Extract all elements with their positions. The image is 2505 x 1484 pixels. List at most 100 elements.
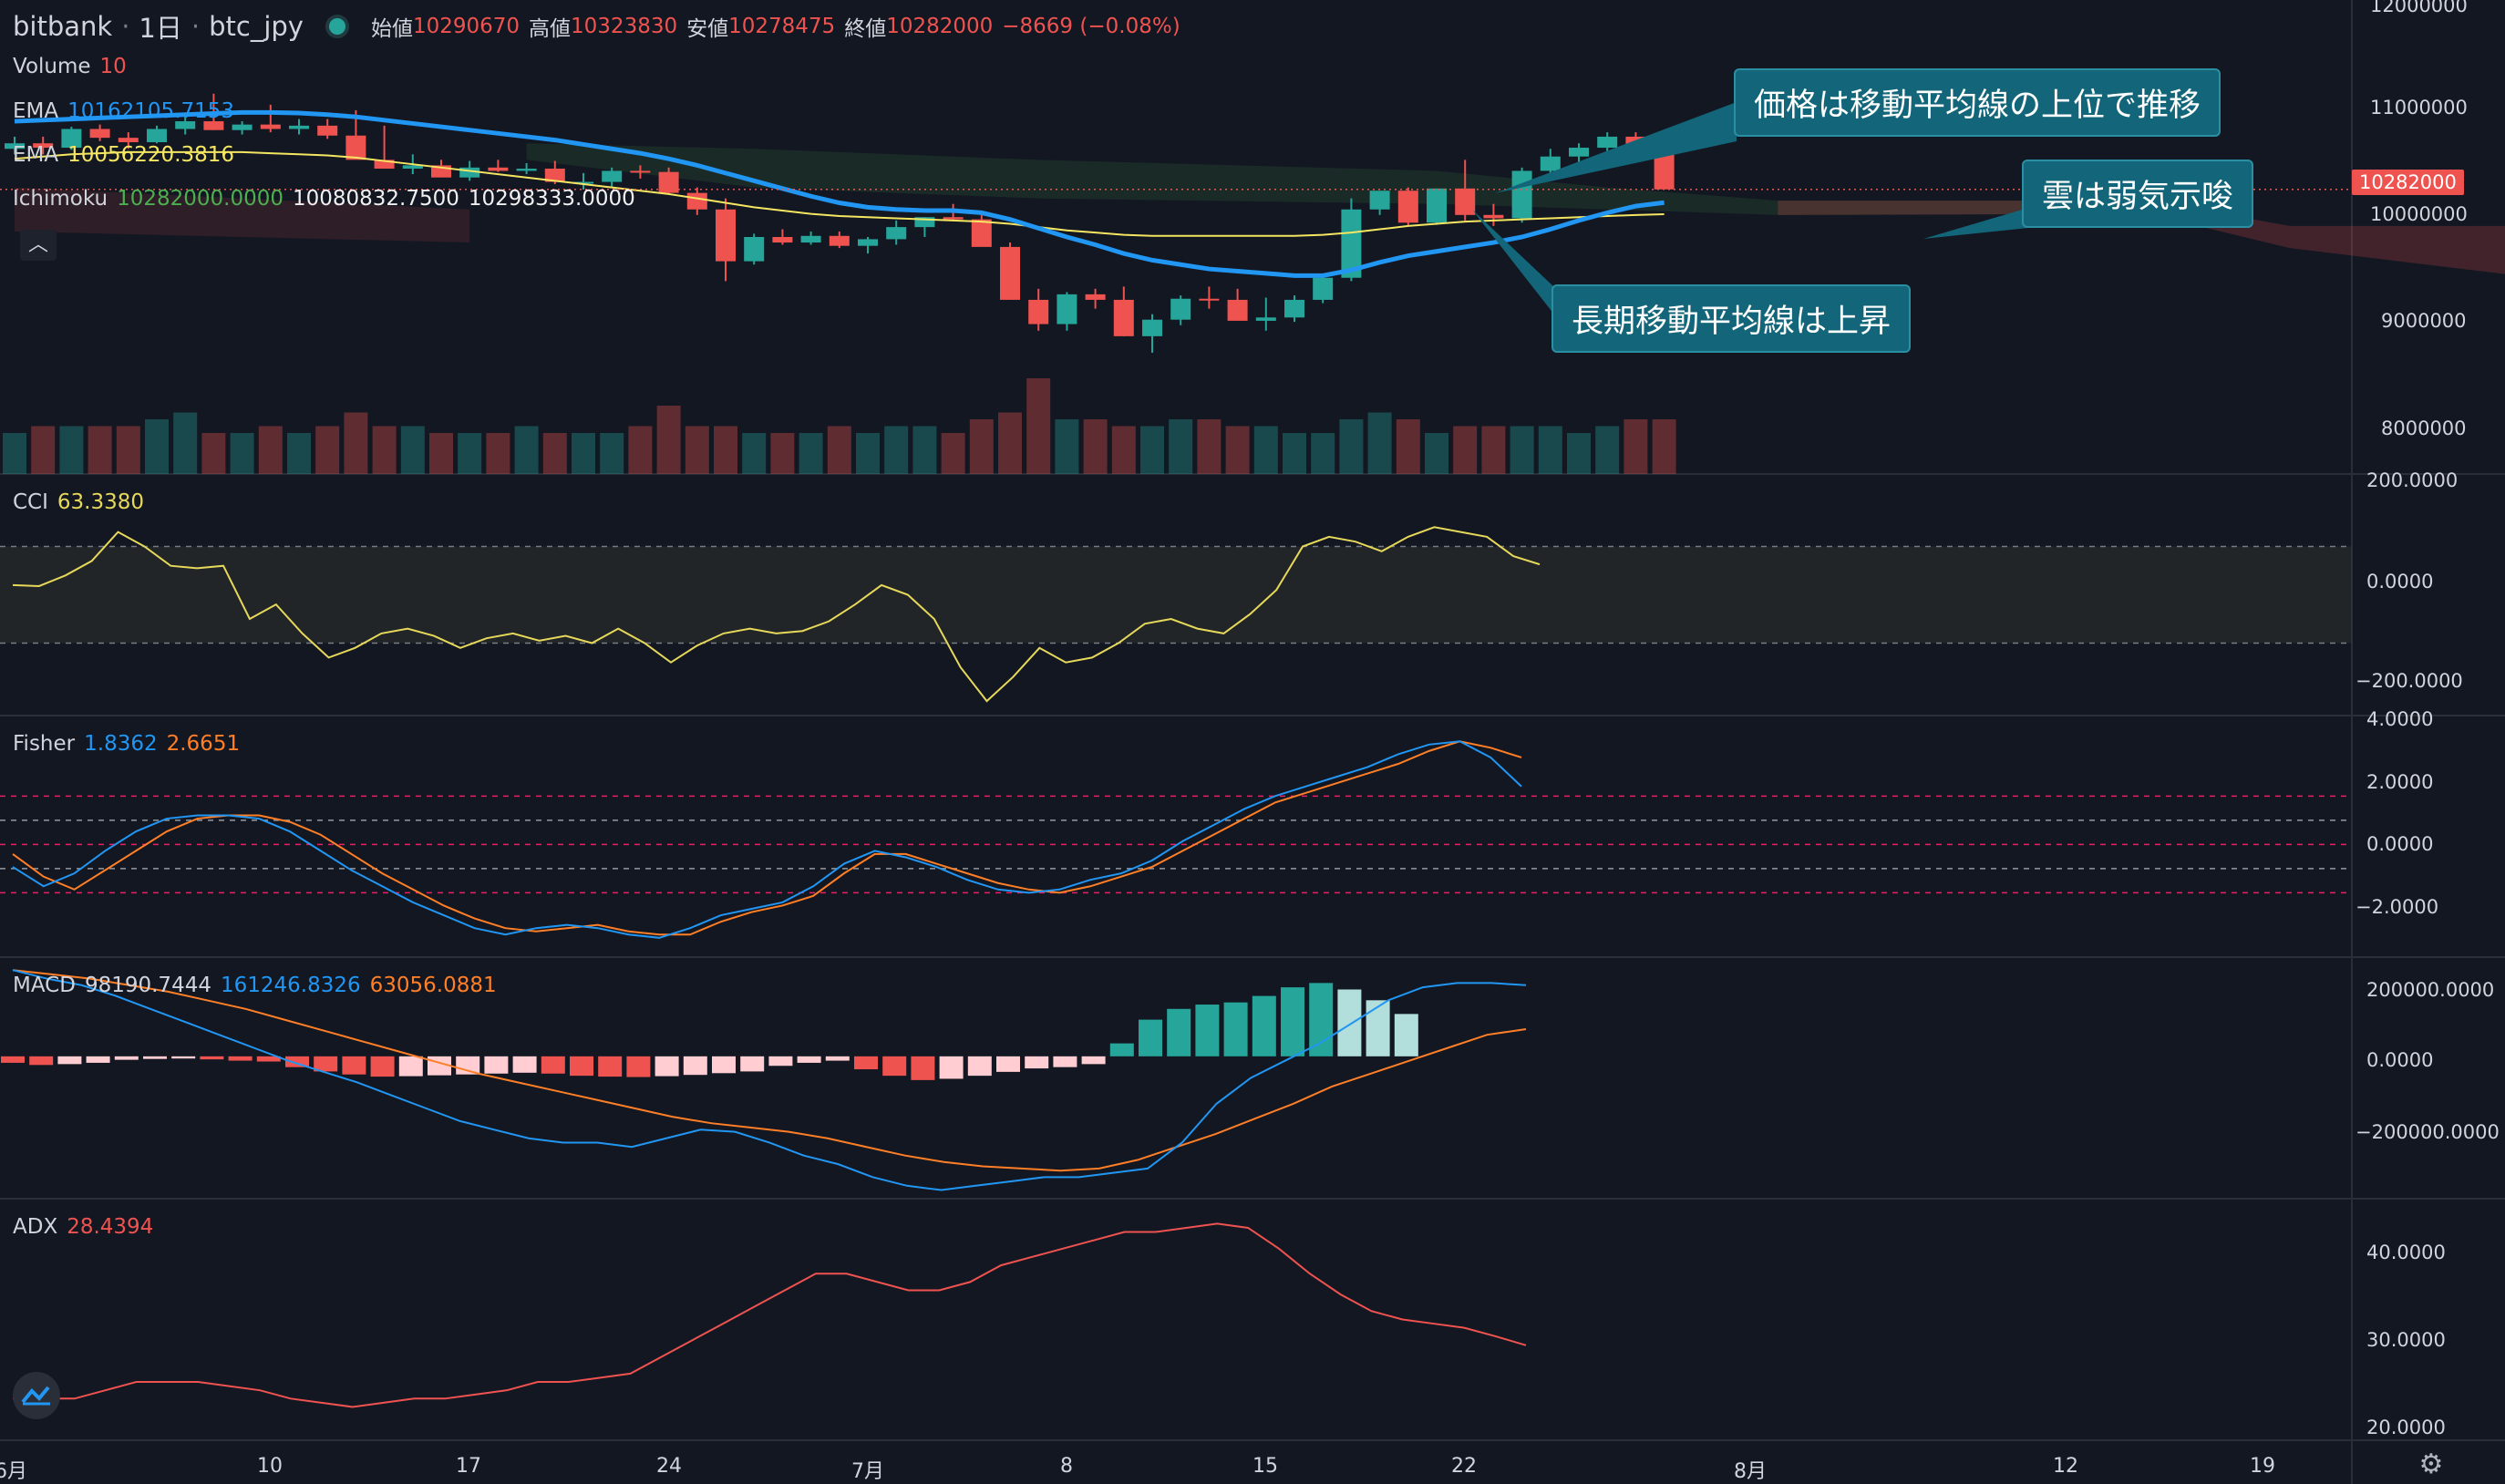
volume-bar [1140,426,1164,474]
adx-value: 28.4394 [67,1215,154,1239]
volume-bar [1396,419,1420,474]
time-axis-label: 6月 [0,1460,27,1483]
time-axis-label: 17 [456,1455,481,1478]
callout-cloud-weak: 雲は弱気示唆 [2022,160,2254,228]
ema-slow-legend[interactable]: EMA 10056220.3816 [13,143,234,167]
volume-bar [88,426,112,474]
low-label: 安値 [686,17,729,41]
macd-axis-label: −200000.0000 [2356,1121,2500,1143]
ichimoku-value-2: 10080832.7500 [292,187,459,211]
candle-body [61,129,82,149]
gear-icon[interactable]: ⚙ [2418,1448,2444,1480]
volume-bar [31,426,56,474]
candle-body [459,167,480,178]
macd-histogram-bar [854,1056,878,1070]
macd-axis-label: 200000.0000 [2366,979,2495,1001]
volume-bar [912,426,937,474]
candle-body [488,167,509,171]
time-axis-label: 24 [656,1455,682,1478]
change-value: −8669 (−0.08%) [1002,15,1180,38]
volume-legend[interactable]: Volume 10 [13,55,127,78]
time-axis-label: 8月 [1734,1460,1767,1483]
volume-bar [770,433,795,474]
candle-body [1227,299,1248,321]
volume-bar [1510,426,1534,474]
candle-body [971,219,992,247]
candle-body [1085,294,1106,300]
macd-histogram-bar [143,1056,167,1059]
candle-body [1000,246,1020,300]
macd-histogram-bar [314,1056,338,1072]
macd-histogram-bar [1195,1005,1220,1056]
volume-bar [486,433,510,474]
macd-histogram-bar [626,1056,651,1077]
volume-bar [1283,433,1306,474]
candle-body [1170,298,1191,320]
symbol-label[interactable]: btc_jpy [209,11,304,42]
macd-histogram-bar [1394,1014,1418,1056]
separator: · [191,11,201,42]
cci-legend[interactable]: CCI 63.3380 [13,490,144,514]
time-axis-label: 12 [2053,1455,2078,1478]
volume-bar [258,426,283,474]
candle-body [1284,299,1304,318]
volume-bar [400,426,425,474]
macd-name: MACD [13,974,76,997]
symbol-legend: bitbank · 1日 · btc_jpy 始値 10290670 高値 10… [13,7,1180,46]
low-value: 10278475 [728,15,836,38]
ema-fast-value: 10162105.7153 [67,99,235,123]
candle-body [89,129,110,139]
fisher-name: Fisher [13,732,76,756]
price-axis-label: 9000000 [2381,310,2467,332]
interval-label[interactable]: 1日 [139,13,182,44]
macd-histogram-bar [456,1056,480,1075]
ichimoku-cloud-bear [1778,201,2505,274]
fisher-line [12,740,1522,939]
volume-name: Volume [13,55,91,78]
ichimoku-legend[interactable]: Ichimoku 10282000.0000 10080832.7500 102… [13,187,635,211]
candle-body [1028,299,1049,325]
macd-histogram-bar [171,1056,196,1059]
adx-legend[interactable]: ADX 28.4394 [13,1215,153,1239]
volume-bar [1311,433,1335,474]
candle-body [289,125,309,129]
callout-pointer [1923,208,2028,239]
volume-bar [998,412,1022,474]
chevron-up-icon[interactable]: ︿ [20,230,57,261]
fisher-axis-label: 2.0000 [2366,771,2434,793]
macd-histogram-bar [256,1056,281,1062]
cci-axis-label: 200.0000 [2366,469,2459,491]
volume-value: 10 [99,55,127,78]
candle-body [1057,294,1077,325]
candle-body [573,181,593,184]
volume-bar [201,433,226,474]
macd-histogram-bar [1337,989,1362,1056]
volume-bar [3,433,26,474]
volume-bar [1595,426,1620,474]
candle-body [1455,188,1476,215]
close-label: 終値 [844,17,887,41]
volume-bar [116,426,140,474]
macd-signal-line [12,969,1527,1172]
ema-fast-legend[interactable]: EMA 10162105.7153 [13,99,234,123]
volume-bar [572,433,595,474]
volume-bar [1225,426,1250,474]
candle-body [232,124,253,130]
candle-body [1341,209,1362,278]
fisher-value-2: 2.6651 [166,732,241,756]
macd-legend[interactable]: MACD 98190.7444 161246.8326 63056.0881 [13,974,497,997]
candle-body [5,143,25,149]
tradingview-logo-icon[interactable] [13,1372,60,1419]
candle-body [1255,317,1276,321]
fisher-legend[interactable]: Fisher 1.8362 2.6651 [13,732,240,756]
volume-bar [969,419,994,474]
candle-body [175,121,196,129]
macd-histogram-bar [1025,1056,1049,1069]
macd-histogram-bar [1,1056,25,1063]
volume-bar [1481,426,1506,474]
candle-body [1142,319,1162,336]
candle-body [33,143,54,149]
fisher-axis-label: −2.0000 [2356,896,2439,918]
exchange-name[interactable]: bitbank [13,11,113,42]
